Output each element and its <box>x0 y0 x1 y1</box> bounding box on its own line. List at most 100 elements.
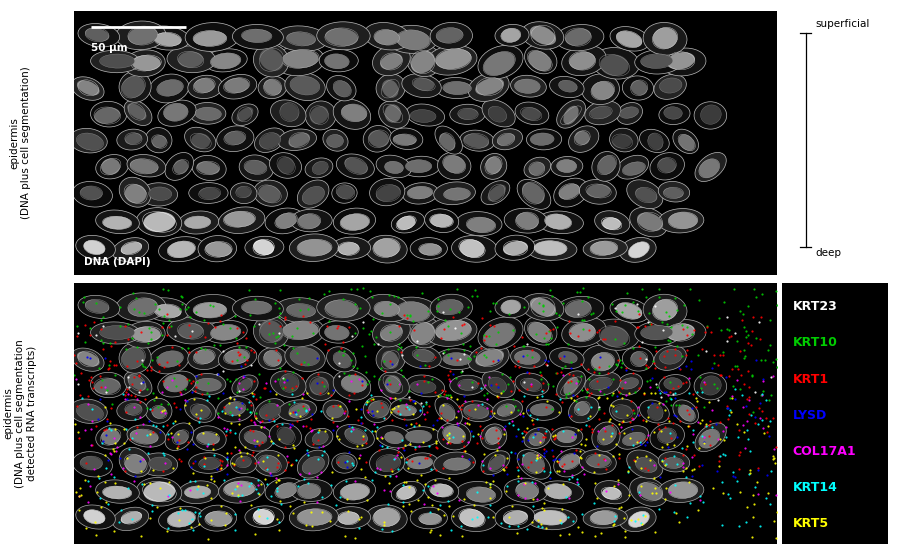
Point <box>725 471 740 480</box>
Point <box>735 403 750 412</box>
Point <box>269 514 284 523</box>
Point <box>478 381 493 390</box>
Ellipse shape <box>125 403 142 415</box>
Point <box>301 405 316 413</box>
Point <box>551 407 566 416</box>
Point <box>173 291 187 300</box>
Point <box>615 417 630 426</box>
Ellipse shape <box>558 352 576 363</box>
Point <box>255 457 270 466</box>
Point <box>719 403 733 412</box>
Point <box>548 369 562 377</box>
Ellipse shape <box>459 509 484 527</box>
Point <box>734 391 749 400</box>
Point <box>142 324 156 332</box>
Point <box>142 430 157 439</box>
Point <box>244 501 258 509</box>
Point <box>734 421 749 430</box>
Point <box>721 325 736 334</box>
Point <box>561 340 575 349</box>
Point <box>569 477 584 486</box>
Point <box>579 387 594 396</box>
Point <box>145 420 160 429</box>
Point <box>576 441 591 450</box>
Ellipse shape <box>210 53 240 69</box>
Ellipse shape <box>694 153 725 181</box>
Point <box>718 373 732 382</box>
Ellipse shape <box>664 378 681 390</box>
Point <box>416 410 431 418</box>
Point <box>689 396 704 405</box>
Ellipse shape <box>694 423 725 452</box>
Point <box>625 406 640 415</box>
Point <box>750 466 765 475</box>
Point <box>102 360 117 369</box>
Point <box>352 450 367 459</box>
Point <box>80 497 95 506</box>
Point <box>532 453 547 462</box>
Ellipse shape <box>164 375 187 392</box>
Point <box>330 321 345 330</box>
Point <box>594 529 608 538</box>
Ellipse shape <box>526 508 576 529</box>
Point <box>668 509 683 518</box>
Point <box>293 360 308 369</box>
Point <box>174 390 188 398</box>
Point <box>345 458 359 467</box>
Point <box>548 309 562 317</box>
Point <box>686 429 700 438</box>
Ellipse shape <box>275 26 327 52</box>
Ellipse shape <box>438 133 455 150</box>
Point <box>601 417 616 426</box>
Point <box>488 425 503 434</box>
Point <box>247 420 262 429</box>
Point <box>573 425 587 434</box>
Point <box>420 307 435 316</box>
Point <box>153 400 168 408</box>
Point <box>440 350 455 359</box>
Point <box>243 396 257 405</box>
Point <box>428 466 443 475</box>
Point <box>570 426 584 435</box>
Point <box>609 392 624 401</box>
Point <box>232 342 246 351</box>
Ellipse shape <box>693 373 726 400</box>
Point <box>760 421 775 430</box>
Point <box>74 394 89 403</box>
Ellipse shape <box>636 482 663 501</box>
Ellipse shape <box>407 186 432 199</box>
Point <box>679 405 694 414</box>
Point <box>652 472 666 481</box>
Point <box>120 362 135 371</box>
Point <box>561 494 575 503</box>
Point <box>199 388 214 397</box>
Point <box>540 484 555 493</box>
Ellipse shape <box>124 371 152 396</box>
Point <box>259 513 274 522</box>
Ellipse shape <box>405 430 431 443</box>
Ellipse shape <box>380 53 403 70</box>
Point <box>505 377 520 386</box>
Point <box>510 406 525 415</box>
Point <box>450 421 465 430</box>
Point <box>660 442 675 451</box>
Point <box>272 363 287 372</box>
Point <box>761 500 776 508</box>
Point <box>185 387 199 396</box>
Ellipse shape <box>562 46 606 75</box>
Ellipse shape <box>337 512 358 524</box>
Point <box>558 392 573 401</box>
Point <box>529 454 544 463</box>
Ellipse shape <box>78 23 119 47</box>
Point <box>624 413 639 422</box>
Point <box>249 408 264 417</box>
Ellipse shape <box>510 346 546 368</box>
Point <box>243 311 257 320</box>
Point <box>725 468 740 477</box>
Point <box>485 357 500 366</box>
Ellipse shape <box>626 180 663 209</box>
Point <box>119 387 133 396</box>
Point <box>244 361 258 370</box>
Ellipse shape <box>384 162 403 173</box>
Point <box>539 361 553 370</box>
